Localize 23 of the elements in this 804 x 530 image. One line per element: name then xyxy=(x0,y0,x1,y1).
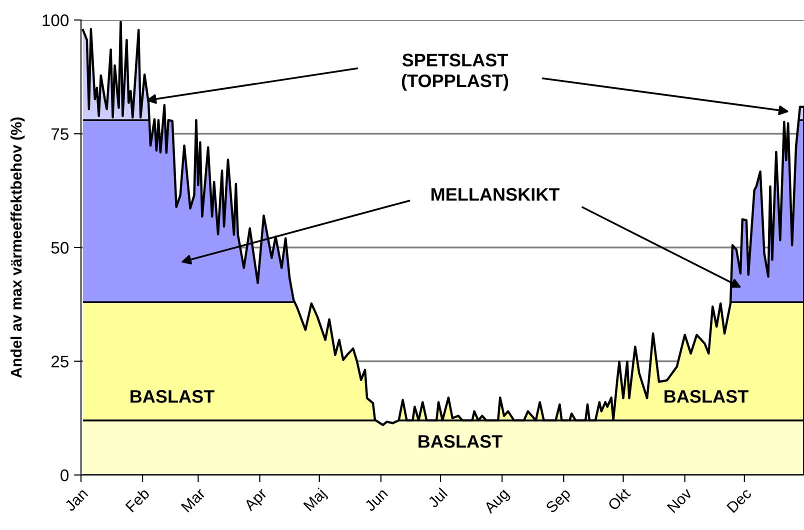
x-tick-label: Jun xyxy=(364,488,388,512)
x-tick-label: Aug xyxy=(483,488,512,516)
annotation: BASLAST xyxy=(418,435,502,448)
x-tick-label: Mar xyxy=(180,487,206,512)
x-tick-label: Okt xyxy=(606,486,632,512)
x-tick-label: Sep xyxy=(545,488,574,516)
y-tick-label: 50 xyxy=(51,242,69,254)
x-tick-label: Apr xyxy=(243,487,270,514)
y-tick-label: 0 xyxy=(60,469,69,482)
x-tick-label: Dec xyxy=(726,487,752,514)
x-tick-label: Feb xyxy=(124,487,150,512)
x-tick-label: Jul xyxy=(426,488,448,508)
annotation: BASLAST xyxy=(664,390,748,403)
annotation: SPETSLAST (TOPPLAST) xyxy=(402,54,508,91)
annotation: MELLANSKIKT xyxy=(432,188,560,201)
y-tick-label: 25 xyxy=(51,356,68,368)
annotation: BASLAST xyxy=(130,390,214,403)
x-tick-label: Jan xyxy=(64,488,88,512)
y-axis-title: Andel av max värmeeffektbehov (%) xyxy=(10,117,25,378)
y-tick-label: 75 xyxy=(52,128,68,140)
y-tick-label: 100 xyxy=(42,14,69,26)
x-tick-label: Nov xyxy=(666,487,693,514)
x-tick-label: Maj xyxy=(302,488,329,514)
